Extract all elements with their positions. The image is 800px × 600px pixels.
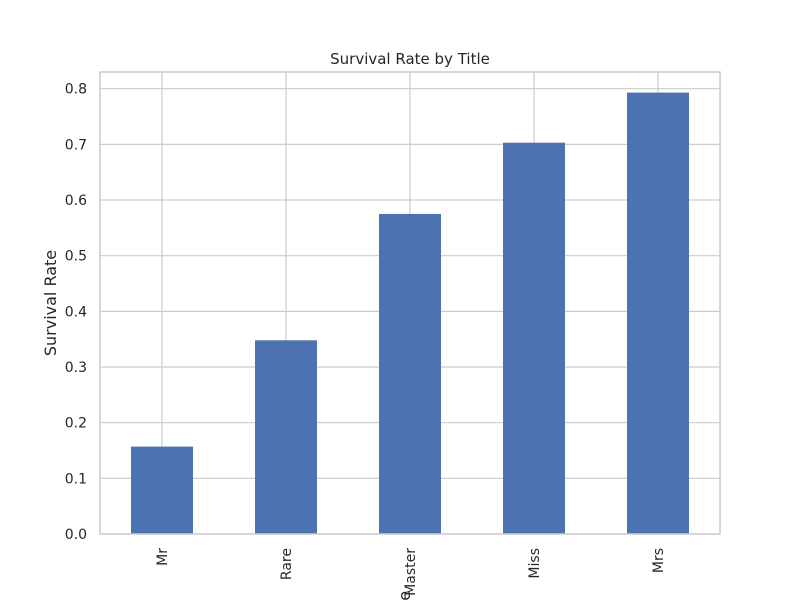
x-tick-label: Mr xyxy=(155,548,171,566)
x-tick-label: Master xyxy=(403,548,419,596)
plot-area xyxy=(99,71,721,535)
y-tick-label: 0.1 xyxy=(65,471,87,487)
x-tick-label: Mrs xyxy=(651,548,667,573)
y-tick-label: 0.8 xyxy=(65,82,87,98)
y-tick-label: 0.7 xyxy=(65,137,87,153)
x-axis-title: Title xyxy=(395,591,414,600)
y-tick-label: 0.0 xyxy=(65,527,87,543)
axes-frame xyxy=(99,71,721,535)
x-tick-labels: Mr Rare Master Miss Mrs xyxy=(155,548,667,596)
y-tick-label: 0.3 xyxy=(65,360,87,376)
bar-mr xyxy=(131,446,193,534)
chart-title: Survival Rate by Title xyxy=(330,50,490,68)
bar-mrs xyxy=(627,92,689,534)
bar-rare xyxy=(255,340,317,534)
y-tick-labels: 0.0 0.1 0.2 0.3 0.4 0.5 0.6 0.7 0.8 xyxy=(65,82,87,543)
bar-master xyxy=(379,213,441,534)
y-axis-title: Survival Rate xyxy=(41,250,60,356)
y-tick-label: 0.6 xyxy=(65,193,87,209)
y-tick-label: 0.4 xyxy=(65,304,87,320)
x-tick-label: Miss xyxy=(527,548,543,579)
y-tick-label: 0.5 xyxy=(65,249,87,265)
bar-miss xyxy=(503,142,565,534)
bars xyxy=(131,92,689,534)
y-tick-label: 0.2 xyxy=(65,416,87,432)
x-tick-label: Rare xyxy=(279,548,295,580)
